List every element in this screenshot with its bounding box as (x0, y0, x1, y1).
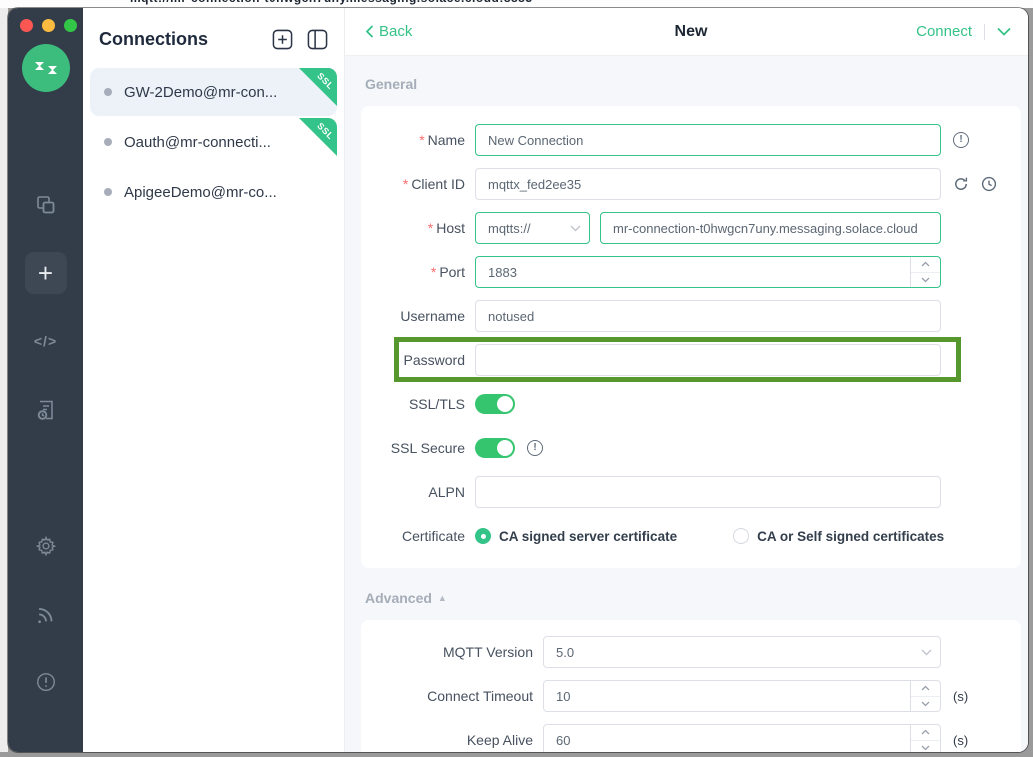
mqttx-window: + </> (8, 8, 1028, 752)
radio-unselected-icon[interactable] (733, 528, 750, 544)
name-input[interactable] (475, 124, 941, 156)
general-section-label: General (365, 76, 418, 92)
close-window-button[interactable] (20, 19, 33, 32)
protocol-select[interactable] (475, 212, 590, 244)
radio-selected-icon[interactable] (475, 528, 491, 544)
host-input[interactable] (600, 212, 941, 244)
certificate-option-self-signed[interactable]: CA or Self signed certificates (733, 528, 944, 544)
alpn-row: ALPN (385, 476, 997, 508)
keep-alive-row: Keep Alive (s) (385, 724, 997, 752)
keepalive-decrement-button[interactable] (911, 741, 940, 753)
port-stepper (475, 256, 941, 288)
ssl-secure-info-icon[interactable]: ! (527, 440, 543, 456)
port-increment-button[interactable] (911, 257, 940, 273)
mqtt-version-select[interactable] (543, 636, 941, 668)
password-row: Password (385, 337, 997, 382)
alpn-input[interactable] (475, 476, 941, 508)
advanced-section-toggle[interactable]: Advanced ▲ (365, 590, 447, 606)
timeout-increment-button[interactable] (911, 681, 940, 697)
host-row: * Host (385, 212, 997, 244)
background-left-strip (0, 8, 8, 752)
ssl-tls-row: SSL/TLS (385, 388, 997, 420)
zoom-window-button[interactable] (64, 19, 77, 32)
settings-gear-icon[interactable] (8, 526, 83, 566)
ssl-ribbon (299, 118, 337, 156)
new-connection-button[interactable]: + (24, 252, 67, 294)
port-decrement-button[interactable] (911, 273, 940, 288)
mqttx-logo (21, 44, 70, 92)
ssl-secure-row: SSL Secure ! (385, 432, 997, 464)
mqtt-version-row: MQTT Version (385, 636, 997, 668)
window-controls (20, 19, 77, 32)
port-row: * Port (385, 256, 997, 288)
username-input[interactable] (475, 300, 941, 332)
client-id-row: * Client ID (385, 168, 997, 200)
collapse-panel-button[interactable] (306, 28, 328, 50)
general-card: *Name ! *Client ID (361, 106, 1021, 568)
log-nav-icon[interactable] (8, 390, 83, 430)
about-info-icon[interactable] (8, 662, 83, 702)
status-dot (104, 188, 112, 196)
ssl-ribbon (299, 68, 337, 106)
client-id-input[interactable] (475, 168, 941, 200)
connect-timeout-input[interactable] (543, 680, 941, 712)
password-input[interactable] (475, 344, 941, 376)
background-clipped-text: mqtt://mr-connection-t0hwgcn7uny.messagi… (0, 0, 1033, 8)
keep-alive-stepper (543, 724, 941, 752)
updates-rss-icon[interactable] (8, 594, 83, 634)
header-divider (984, 23, 985, 40)
history-clock-icon[interactable] (981, 176, 997, 192)
back-button[interactable]: Back (365, 23, 412, 40)
connections-list: GW-2Demo@mr-con... SSL Oauth@mr-connecti… (83, 64, 344, 222)
form-scroll-area[interactable]: General *Name ! *Client ID (345, 56, 1028, 752)
advanced-card: MQTT Version Connect Timeout (361, 620, 1021, 752)
main-panel: Back New Connect General * Name (345, 8, 1028, 752)
username-row: Username (385, 300, 997, 332)
script-nav-icon[interactable]: </> (33, 333, 58, 349)
certificate-option-ca[interactable]: CA signed server certificate (475, 528, 677, 544)
connections-title: Connections (99, 28, 209, 49)
connections-panel: Connections GW-2Demo@mr (83, 8, 345, 752)
refresh-client-id-icon[interactable] (953, 176, 969, 192)
status-dot (104, 88, 112, 96)
add-connection-button[interactable] (271, 28, 293, 50)
connections-nav-icon[interactable] (8, 185, 83, 225)
connection-item-oauth[interactable]: Oauth@mr-connecti... SSL (90, 118, 337, 166)
minimize-window-button[interactable] (42, 19, 55, 32)
ssl-tls-toggle[interactable] (475, 394, 515, 414)
connect-timeout-stepper (543, 680, 941, 712)
status-dot (104, 138, 112, 146)
connect-button[interactable]: Connect (916, 23, 972, 40)
form-header: Back New Connect (345, 8, 1028, 56)
name-row: *Name ! (385, 124, 997, 156)
connection-item-apigeedemo[interactable]: ApigeeDemo@mr-co... (90, 168, 337, 216)
keepalive-increment-button[interactable] (911, 725, 940, 741)
app-rail: + </> (8, 8, 83, 752)
connect-timeout-row: Connect Timeout (s) (385, 680, 997, 712)
port-input[interactable] (475, 256, 941, 288)
name-info-icon[interactable]: ! (953, 132, 969, 148)
plus-icon: + (37, 257, 54, 288)
connect-dropdown-chevron-icon[interactable] (997, 27, 1011, 36)
connection-item-gw2demo[interactable]: GW-2Demo@mr-con... SSL (90, 68, 337, 116)
keep-alive-input[interactable] (543, 724, 941, 752)
back-chevron-icon (365, 25, 374, 38)
certificate-row: Certificate CA signed server certificate… (401, 528, 945, 544)
collapse-arrow-icon: ▲ (437, 593, 447, 603)
timeout-decrement-button[interactable] (911, 697, 940, 712)
ssl-secure-toggle[interactable] (475, 438, 515, 458)
